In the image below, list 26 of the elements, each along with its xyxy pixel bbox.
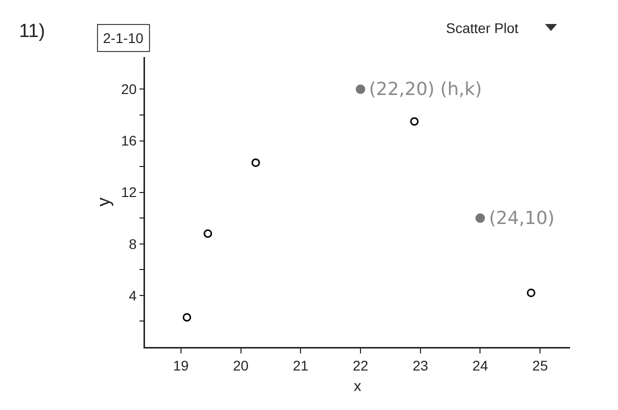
- y-axis-title: y: [94, 198, 114, 206]
- x-axis-title: x: [354, 378, 362, 396]
- text: Scatter Plot: [446, 20, 518, 36]
- x-tick-label: 24: [472, 357, 488, 374]
- x-tick-label: 20: [232, 357, 249, 374]
- text: 2-1-10: [103, 30, 144, 46]
- x-tick-label: 21: [292, 357, 309, 374]
- annotation: (24,10): [489, 208, 555, 229]
- point: [410, 117, 419, 126]
- x-tick-label: 25: [532, 357, 548, 374]
- x-tick-label: 19: [173, 357, 189, 374]
- x-tick-label: 23: [412, 357, 428, 374]
- point: [182, 313, 192, 322]
- annotation: (22,20) (h,k): [369, 79, 482, 100]
- y-tick-label: 8: [128, 236, 137, 252]
- text: 11): [19, 21, 46, 42]
- point: [356, 84, 366, 94]
- x-tick-label: 22: [352, 357, 368, 374]
- y-tick-label: 4: [128, 287, 137, 304]
- y-tick-label: 20: [121, 81, 137, 98]
- y-tick-label: 12: [121, 184, 137, 200]
- point: [475, 213, 485, 223]
- point: [251, 158, 260, 167]
- point: [526, 288, 536, 298]
- y-tick-label: 16: [121, 132, 137, 149]
- point: [204, 229, 212, 238]
